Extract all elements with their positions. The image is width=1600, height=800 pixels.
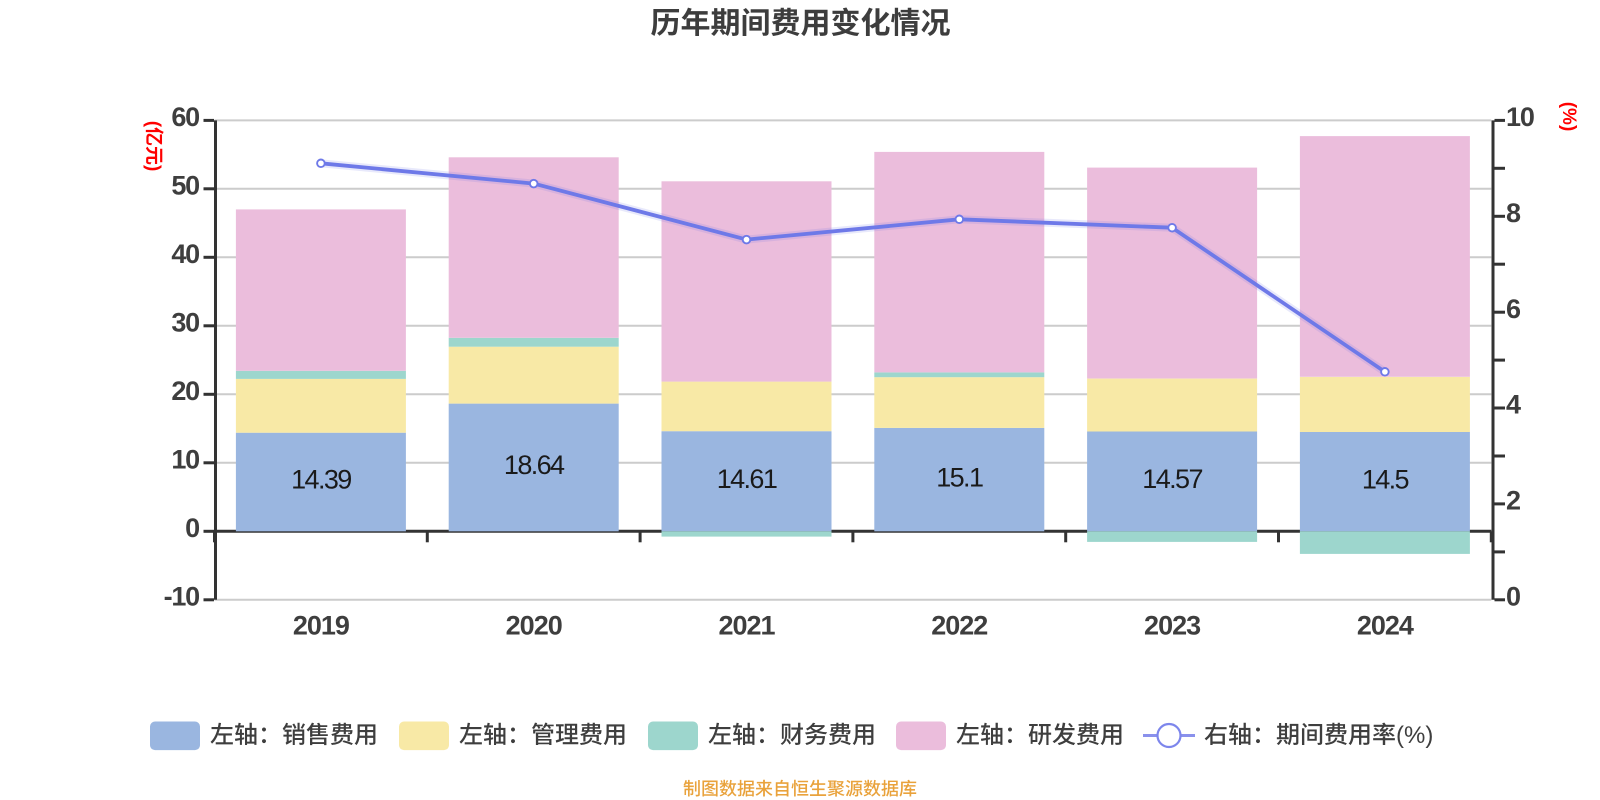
svg-text:-10: -10 (164, 581, 200, 611)
svg-text:6: 6 (1506, 294, 1521, 324)
svg-text:10: 10 (1506, 102, 1534, 132)
svg-text:14.39: 14.39 (291, 465, 351, 495)
svg-text:4: 4 (1506, 390, 1521, 420)
svg-text:50: 50 (171, 170, 199, 200)
svg-text:2020: 2020 (506, 611, 562, 641)
svg-text:2021: 2021 (718, 611, 775, 641)
svg-text:10: 10 (171, 444, 199, 474)
svg-text:40: 40 (171, 239, 199, 269)
svg-text:): ) (143, 165, 164, 171)
svg-text:(: ( (143, 121, 164, 128)
svg-text:20: 20 (171, 376, 199, 406)
svg-text:2023: 2023 (1144, 611, 1201, 641)
svg-text:2019: 2019 (293, 611, 350, 641)
svg-text:30: 30 (171, 307, 199, 337)
svg-text:14.61: 14.61 (717, 464, 777, 494)
svg-text:(%): (%) (1396, 722, 1433, 749)
svg-text:18.64: 18.64 (504, 450, 565, 480)
svg-text:(%): (%) (1558, 102, 1579, 132)
svg-text:0: 0 (185, 513, 199, 543)
svg-text:14.5: 14.5 (1362, 464, 1409, 494)
svg-text:8: 8 (1506, 198, 1521, 228)
svg-text:14.57: 14.57 (1142, 464, 1202, 494)
svg-text:60: 60 (171, 102, 199, 132)
svg-text:2: 2 (1506, 486, 1520, 516)
svg-text:15.1: 15.1 (936, 462, 983, 492)
svg-text:0: 0 (1506, 581, 1520, 611)
svg-text:2024: 2024 (1357, 611, 1414, 641)
svg-text:2022: 2022 (931, 611, 987, 641)
